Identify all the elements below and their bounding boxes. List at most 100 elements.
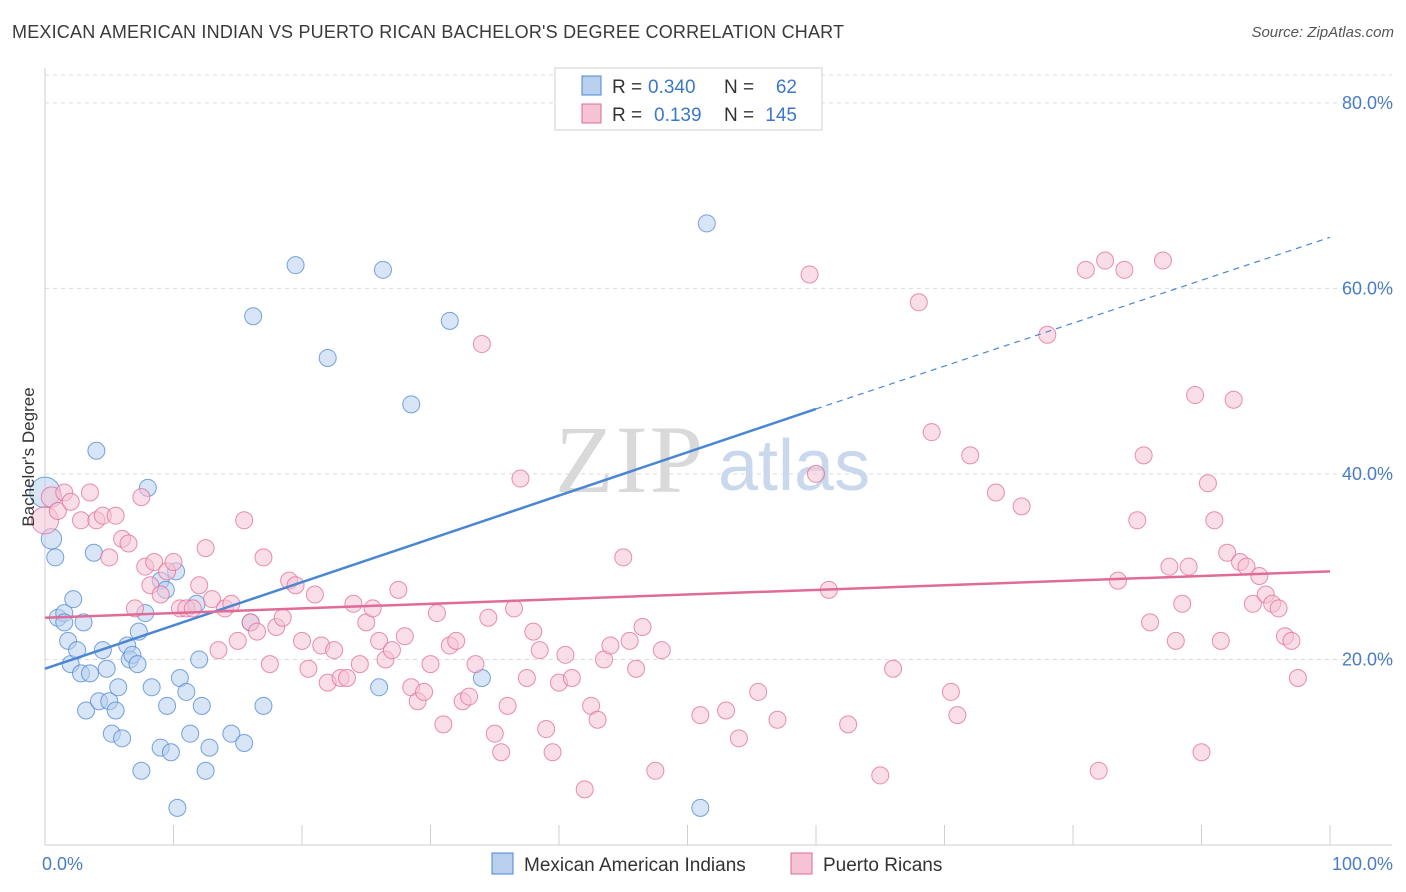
legend-n-value-2: 145 [765,105,797,126]
x-tick-labels: 0.0% 100.0% [42,854,1393,874]
data-point [749,682,768,701]
data-point [922,423,941,442]
data-point [601,636,620,655]
data-point [1076,260,1095,279]
data-point [1282,631,1301,650]
data-point [161,743,180,762]
legend-n-label-2: N = [724,105,754,126]
data-point [293,631,311,650]
data-point [74,613,93,632]
data-point [61,492,80,511]
bottom-legend-label-blue: Mexican American Indians [524,855,746,876]
data-point [164,553,183,572]
data-point [460,687,479,706]
data-point [125,599,144,618]
data-point [100,548,119,567]
data-point [652,641,671,660]
data-point [254,548,273,567]
data-point [145,553,164,572]
data-point [524,622,543,641]
data-point [181,724,200,743]
data-point [1198,474,1217,493]
x-tick-label: 100.0% [1332,854,1393,874]
data-point [192,696,211,715]
data-point [71,511,90,530]
data-point [472,335,491,354]
data-point [466,655,485,674]
data-point [109,678,128,697]
chart-source: Source: ZipAtlas.com [1251,24,1394,41]
data-point [183,599,202,618]
y-tick-label: 20.0% [1342,649,1393,669]
data-point [447,631,466,650]
data-point [485,724,504,743]
data-point [537,720,556,739]
data-point [84,543,103,562]
data-point [1179,557,1198,576]
legend-stats: R = 0.340 N = 62 R = 0.139 N = 145 [554,67,823,131]
data-point [871,766,890,785]
data-point [286,256,305,275]
data-point [209,641,228,660]
legend-r-value-1: 0.340 [648,77,696,98]
data-point [1243,594,1262,613]
axes [44,68,1392,846]
data-point [222,724,241,743]
data-point [128,655,147,674]
data-point [575,780,594,799]
data-point [1205,511,1224,530]
data-point [1192,743,1211,762]
data-point [373,260,392,279]
data-point [177,682,196,701]
data-point [415,682,434,701]
x-tick-label: 0.0% [42,854,83,874]
data-point [492,743,511,762]
data-point [402,395,421,414]
data-point [691,706,710,725]
data-point [768,710,787,729]
data-point [1218,543,1237,562]
data-point [1108,571,1127,590]
data-point [588,710,607,729]
data-point [203,590,222,609]
data-point [620,631,639,650]
data-point [1288,669,1307,688]
data-point [1089,761,1108,780]
data-point [498,696,517,715]
legend-n-value-1: 62 [776,77,797,98]
data-point [909,293,928,312]
data-point [807,464,825,483]
data-point [132,488,151,507]
data-point [1186,386,1205,405]
data-point [1128,511,1147,530]
data-point [562,669,581,688]
data-point [941,682,960,701]
data-point [305,585,324,604]
data-point [440,311,459,330]
data-point [260,655,279,674]
y-axis-label: Bachelor's Degree [19,387,38,526]
data-point [1012,497,1031,516]
data-point [1269,599,1288,618]
data-point [517,669,536,688]
y-tick-labels: 20.0% 40.0% 60.0% 80.0% [1342,93,1393,670]
trend-lines [44,236,1331,670]
data-point [200,738,219,757]
data-point [363,599,382,618]
data-point [986,483,1005,502]
data-point [337,669,356,688]
data-point [427,604,446,623]
series-mexican-american-indians [29,214,716,817]
data-point [1166,631,1185,650]
legend-r-label-1: R = [612,77,642,98]
watermark-atlas: atlas [718,426,870,506]
data-point [511,469,530,488]
data-point [77,701,96,720]
data-point [142,678,161,697]
data-point [87,441,106,460]
data-point [244,307,263,326]
data-point [248,622,267,641]
data-point [80,664,99,683]
data-point [151,585,170,604]
watermark: ZIP atlas [555,406,870,513]
